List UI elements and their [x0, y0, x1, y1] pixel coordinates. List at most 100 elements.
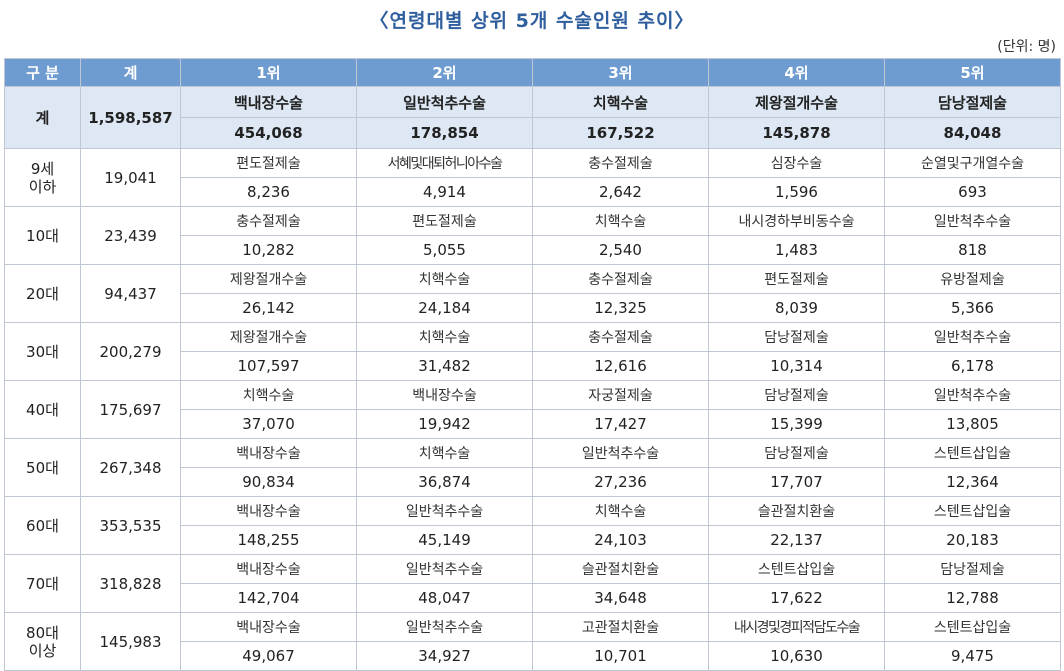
age-group-label: 50대: [4, 438, 81, 497]
surgery-name: 백내장수술: [180, 612, 357, 642]
surgery-count: 10,630: [708, 641, 885, 671]
surgery-count: 17,622: [708, 583, 885, 613]
header-category: 구 분: [4, 58, 81, 87]
surgery-count: 8,236: [180, 177, 357, 207]
surgery-count: 37,070: [180, 409, 357, 439]
surgery-name: 심장수술: [708, 148, 885, 178]
age-group-values-row: 90,834 36,874 27,236 17,707 12,364: [5, 467, 1061, 497]
age-group-label: 30대: [4, 322, 81, 381]
age-group-label: 9세 이하: [4, 148, 81, 207]
surgery-count: 1,483: [708, 235, 885, 265]
surgery-name: 스텐트삽입술: [884, 438, 1061, 468]
age-group-total: 353,535: [80, 496, 181, 555]
surgery-count: 27,236: [532, 467, 709, 497]
surgery-count: 5,366: [884, 293, 1061, 323]
surgery-name: 충수절제술: [180, 206, 357, 236]
surgery-count: 24,103: [532, 525, 709, 555]
surgery-count: 10,314: [708, 351, 885, 381]
total-surgery-count: 178,854: [356, 117, 533, 149]
surgery-name: 스텐트삽입술: [884, 496, 1061, 526]
age-group-total: 318,828: [80, 554, 181, 613]
surgery-count: 36,874: [356, 467, 533, 497]
total-row-label: 계: [4, 86, 81, 149]
age-group-names-row: 9세 이하 19,041 편도절제술 서혜및대퇴허니아수술 충수절제술 심장수술 순열및구개…: [4, 148, 1061, 207]
age-group-total: 19,041: [80, 148, 181, 207]
surgery-name: 담낭절제술: [708, 438, 885, 468]
surgery-name: 순열및구개열수술: [884, 148, 1061, 178]
total-surgery-name: 치핵수술: [532, 86, 709, 118]
surgery-name: 치핵수술: [356, 322, 533, 352]
surgery-count: 22,137: [708, 525, 885, 555]
surgery-name: 담낭절제술: [708, 322, 885, 352]
age-group-label: 20대: [4, 264, 81, 323]
age-group-total: 23,439: [80, 206, 181, 265]
header-rank-4: 4위: [708, 58, 885, 87]
surgery-name: 스텐트삽입술: [708, 554, 885, 584]
surgery-count: 8,039: [708, 293, 885, 323]
header-total: 계: [80, 58, 181, 87]
surgery-name: 일반척추수술: [884, 380, 1061, 410]
surgery-name: 제왕절개수술: [180, 322, 357, 352]
age-group-values-row: 10,282 5,055 2,540 1,483 818: [5, 235, 1061, 265]
age-group-names-row: 80대 이상 145,983 백내장수술 일반척추수술 고관절치환술 내시경및경피적담도수…: [4, 612, 1061, 671]
surgery-name: 담낭절제술: [884, 554, 1061, 584]
unit-label: (단위: 명): [997, 39, 1056, 55]
surgery-name: 슬관절치환술: [708, 496, 885, 526]
surgery-name: 일반척추수술: [356, 496, 533, 526]
surgery-name: 편도절제술: [356, 206, 533, 236]
total-surgery-name: 백내장수술: [180, 86, 357, 118]
age-group-total: 145,983: [80, 612, 181, 671]
surgery-count: 12,788: [884, 583, 1061, 613]
surgery-count: 818: [884, 235, 1061, 265]
surgery-count: 31,482: [356, 351, 533, 381]
age-group-values-row: 8,236 4,914 2,642 1,596 693: [5, 177, 1061, 207]
header-rank-1: 1위: [180, 58, 357, 87]
surgery-name: 백내장수술: [180, 554, 357, 584]
total-surgery-name: 일반척추수술: [356, 86, 533, 118]
surgery-count: 6,178: [884, 351, 1061, 381]
age-group-label: 10대: [4, 206, 81, 265]
surgery-count: 34,927: [356, 641, 533, 671]
surgery-name: 치핵수술: [180, 380, 357, 410]
surgery-count: 693: [884, 177, 1061, 207]
surgery-count: 34,648: [532, 583, 709, 613]
header-row: 구 분 계 1위 2위 3위 4위 5위: [4, 58, 1061, 87]
total-surgery-count: 84,048: [884, 117, 1061, 149]
surgery-name: 일반척추수술: [532, 438, 709, 468]
surgery-count: 142,704: [180, 583, 357, 613]
age-group-values-row: 26,142 24,184 12,325 8,039 5,366: [5, 293, 1061, 323]
surgery-count: 12,364: [884, 467, 1061, 497]
total-surgery-count: 145,878: [708, 117, 885, 149]
surgery-name: 치핵수술: [532, 496, 709, 526]
age-group-total: 200,279: [80, 322, 181, 381]
surgery-count: 48,047: [356, 583, 533, 613]
age-group-names-row: 70대 318,828 백내장수술 일반척추수술 슬관절치환술 스텐트삽입술 담낭절제술: [4, 554, 1061, 613]
surgery-count: 2,642: [532, 177, 709, 207]
surgery-name: 일반척추수술: [884, 206, 1061, 236]
surgery-count: 49,067: [180, 641, 357, 671]
surgery-name: 백내장수술: [356, 380, 533, 410]
surgery-name: 유방절제술: [884, 264, 1061, 294]
surgery-name: 내시경하부비동수술: [708, 206, 885, 236]
surgery-name: 슬관절치환술: [532, 554, 709, 584]
surgery-name: 치핵수술: [356, 438, 533, 468]
age-group-label: 70대: [4, 554, 81, 613]
age-group-names-row: 50대 267,348 백내장수술 치핵수술 일반척추수술 담낭절제술 스텐트삽입술: [4, 438, 1061, 497]
header-rank-5: 5위: [884, 58, 1061, 87]
surgery-count: 12,325: [532, 293, 709, 323]
age-group-label: 80대 이상: [4, 612, 81, 671]
header-rank-3: 3위: [532, 58, 709, 87]
age-group-values-row: 148,255 45,149 24,103 22,137 20,183: [5, 525, 1061, 555]
surgery-count: 24,184: [356, 293, 533, 323]
surgery-count: 45,149: [356, 525, 533, 555]
surgery-count: 148,255: [180, 525, 357, 555]
total-values-row: 454,068 178,854 167,522 145,878 84,048: [5, 117, 1061, 149]
surgery-count: 26,142: [180, 293, 357, 323]
surgery-name: 충수절제술: [532, 148, 709, 178]
surgery-ranking-table: 구 분 계 1위 2위 3위 4위 5위 계 1,598,587 백내장수술 일…: [4, 58, 1061, 671]
surgery-name: 자궁절제술: [532, 380, 709, 410]
age-group-total: 94,437: [80, 264, 181, 323]
surgery-count: 17,707: [708, 467, 885, 497]
surgery-name: 충수절제술: [532, 264, 709, 294]
surgery-count: 17,427: [532, 409, 709, 439]
